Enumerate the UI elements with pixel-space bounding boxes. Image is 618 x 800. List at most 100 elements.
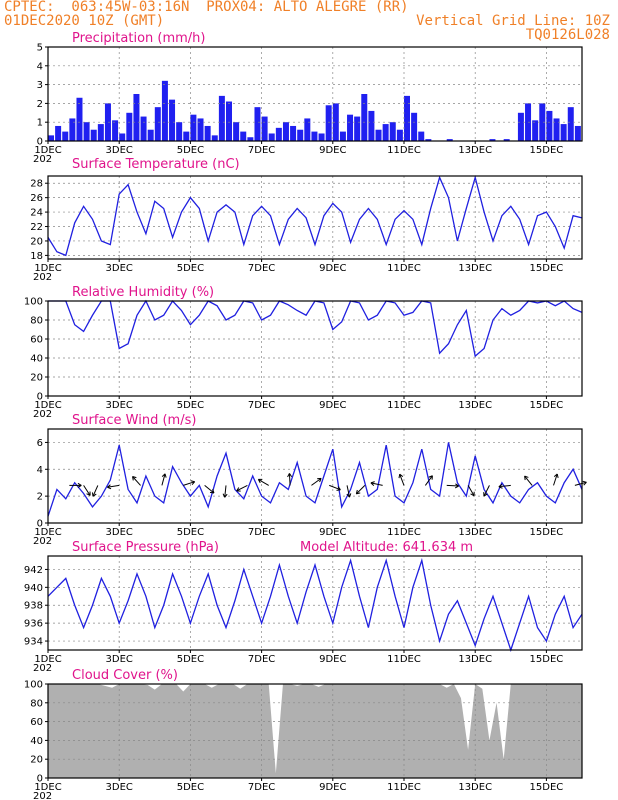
precip-bar bbox=[347, 114, 354, 141]
wind-arrow-head bbox=[582, 480, 587, 486]
y-tick-label: 80 bbox=[30, 316, 43, 327]
x-tick-label: 9DEC bbox=[319, 263, 346, 274]
precip-bar bbox=[247, 137, 254, 141]
x-tick-label: 15DEC bbox=[530, 654, 564, 665]
x-tick-label: 5DEC bbox=[177, 654, 204, 665]
wind-arrow bbox=[483, 485, 490, 497]
precip-bar bbox=[304, 118, 311, 141]
precip-bar bbox=[425, 139, 432, 141]
panel-5: 0 20 40 60 80 100 1DEC 3DEC 5DEC 7DEC 9DEC 11DEC 13D… bbox=[24, 668, 583, 800]
y-tick-label: 22 bbox=[30, 222, 43, 233]
y-tick-label: 942 bbox=[24, 565, 43, 576]
panel-title: Surface Temperature (nC) bbox=[72, 157, 240, 172]
wind-arrow-head bbox=[77, 482, 82, 488]
wind-arrow-head bbox=[317, 477, 322, 483]
wind-arrow bbox=[524, 475, 533, 486]
panel-title: Precipitation (mm/h) bbox=[72, 31, 205, 46]
y-tick-label: 20 bbox=[30, 236, 43, 247]
x-tick-label: 3DEC bbox=[106, 145, 133, 156]
precip-bar bbox=[119, 133, 126, 141]
panel-3: 0 2 4 6 1DEC 3DEC 5DEC 7DEC 9DEC 11DEC 13DEC 15DEC 2… bbox=[33, 413, 587, 547]
precip-bar bbox=[361, 94, 368, 141]
year-fragment: 202 bbox=[33, 272, 52, 283]
precip-bar bbox=[503, 139, 510, 141]
precip-bar bbox=[104, 103, 111, 141]
precip-bar bbox=[297, 129, 304, 141]
wind-arrow-head bbox=[524, 475, 529, 481]
x-tick-label: 13DEC bbox=[458, 782, 492, 793]
panel-frame bbox=[47, 428, 583, 524]
y-tick-label: 26 bbox=[30, 193, 43, 204]
y-tick-label: 0 bbox=[37, 774, 43, 785]
precip-bar bbox=[275, 127, 282, 141]
header-model: TQ0126L028 bbox=[525, 27, 610, 43]
x-tick-label: 11DEC bbox=[387, 400, 421, 411]
y-tick-label: 2 bbox=[37, 492, 43, 503]
wind-arrow bbox=[132, 476, 141, 486]
x-tick-label: 1DEC bbox=[34, 654, 61, 665]
panel-subtitle: Model Altitude: 641.634 m bbox=[300, 540, 473, 555]
wind-arrow-head bbox=[236, 487, 241, 492]
x-tick-label: 7DEC bbox=[248, 400, 275, 411]
precip-bar bbox=[233, 122, 240, 141]
x-tick-label: 5DEC bbox=[177, 263, 204, 274]
wind-arrow-head bbox=[398, 473, 404, 479]
y-tick-label: 0 bbox=[37, 392, 43, 403]
precip-bar bbox=[48, 135, 54, 141]
header: CPTEC: 063:45W-03:16N PROX04: ALTO ALEGR… bbox=[0, 0, 618, 44]
precip-bar bbox=[112, 120, 119, 141]
precip-bar bbox=[83, 122, 90, 141]
header-station: CPTEC: 063:45W-03:16N PROX04: ALTO ALEGR… bbox=[4, 0, 409, 15]
x-tick-label: 13DEC bbox=[458, 400, 492, 411]
x-tick-label: 15DEC bbox=[530, 782, 564, 793]
y-tick-label: 934 bbox=[24, 637, 43, 648]
panel-frame bbox=[47, 683, 583, 779]
year-fragment: 202 bbox=[33, 409, 52, 420]
wind-arrow bbox=[258, 478, 269, 486]
x-tick-label: 13DEC bbox=[458, 654, 492, 665]
precip-bar bbox=[574, 125, 581, 141]
y-tick-label: 940 bbox=[24, 583, 43, 594]
wind-arrow bbox=[236, 484, 248, 492]
precip-bar bbox=[567, 107, 574, 141]
series-line bbox=[47, 557, 583, 653]
x-tick-label: 9DEC bbox=[319, 527, 346, 538]
wind-arrow-head bbox=[428, 475, 433, 480]
wind-arrow-head bbox=[222, 493, 228, 498]
wind-arrow-head bbox=[553, 473, 559, 478]
precip-bar bbox=[553, 118, 560, 141]
y-tick-label: 2 bbox=[37, 99, 43, 110]
x-tick-label: 5DEC bbox=[177, 145, 204, 156]
precip-bar bbox=[176, 122, 183, 141]
precip-bar bbox=[211, 135, 218, 141]
y-tick-label: 0 bbox=[37, 137, 43, 148]
precip-bar bbox=[389, 122, 396, 141]
precip-bar bbox=[396, 129, 403, 141]
x-tick-label: 9DEC bbox=[319, 782, 346, 793]
y-tick-label: 6 bbox=[37, 438, 43, 449]
precip-bar bbox=[354, 116, 361, 141]
x-tick-label: 13DEC bbox=[458, 145, 492, 156]
precip-bar bbox=[190, 114, 197, 141]
wind-arrow bbox=[183, 481, 195, 486]
panel-frame bbox=[47, 46, 583, 142]
y-tick-label: 936 bbox=[24, 619, 43, 630]
x-tick-label: 13DEC bbox=[458, 527, 492, 538]
y-tick-label: 20 bbox=[30, 755, 43, 766]
x-tick-label: 5DEC bbox=[177, 527, 204, 538]
precip-bar bbox=[183, 131, 190, 141]
y-tick-label: 18 bbox=[30, 251, 43, 262]
wind-arrow-head bbox=[470, 491, 475, 497]
precip-bar bbox=[446, 139, 453, 141]
wind-arrow bbox=[346, 485, 351, 498]
wind-arrow-head bbox=[107, 484, 112, 490]
wind-arrow bbox=[311, 477, 322, 486]
wind-arrow-head bbox=[346, 493, 352, 498]
precip-bar bbox=[169, 99, 176, 141]
wind-arrow-head bbox=[355, 489, 361, 495]
wind-arrow-head bbox=[132, 476, 137, 481]
y-tick-label: 4 bbox=[37, 465, 43, 476]
x-tick-label: 1DEC bbox=[34, 527, 61, 538]
precip-bar bbox=[76, 97, 83, 141]
